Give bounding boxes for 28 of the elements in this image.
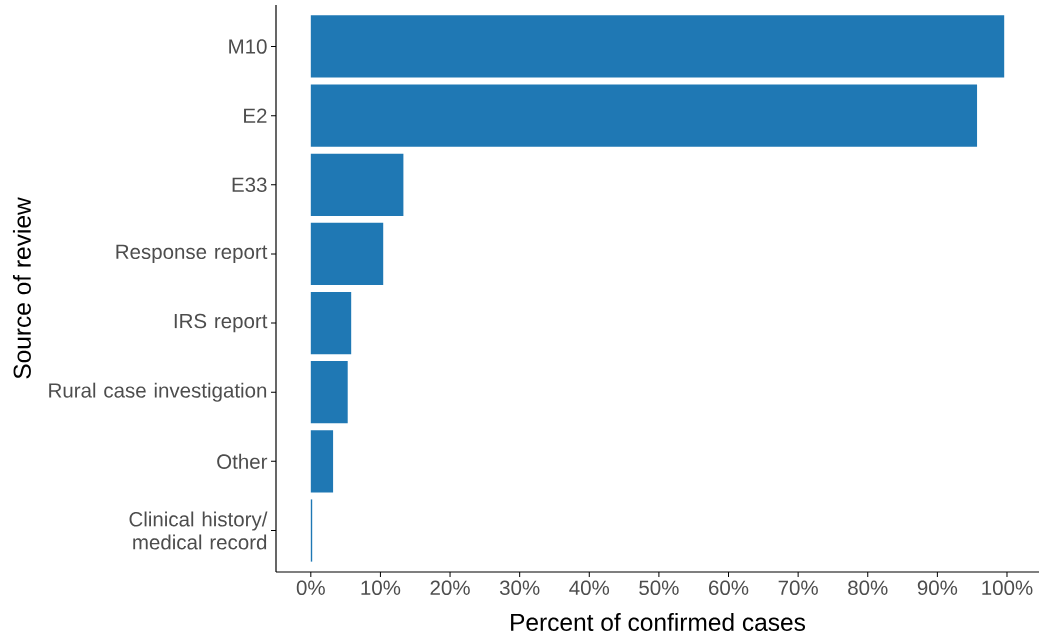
y-tick-label: M10 [229, 39, 267, 54]
x-tick-label: 0% [296, 580, 325, 596]
bar [310, 84, 978, 147]
bar [310, 153, 404, 216]
bar [310, 291, 352, 355]
y-tick-label: Rural case investigation [49, 382, 267, 402]
y-tick-label: Clinical history/ medical record [129, 511, 268, 550]
y-tick-label: Response report [116, 244, 268, 264]
x-tick-label: 100% [982, 580, 1033, 596]
x-tick-label: 50% [639, 580, 679, 596]
y-axis-title: Source of review [12, 197, 31, 379]
x-tick-label: 90% [917, 580, 958, 596]
x-tick-label: 70% [778, 580, 818, 596]
x-tick-label: 20% [430, 580, 470, 596]
x-tick-label: 10% [361, 580, 401, 596]
y-tick-label: Other [217, 453, 268, 469]
x-tick-label: 60% [709, 580, 749, 596]
bar [310, 361, 348, 424]
x-tick-label: 30% [499, 580, 540, 596]
bar [310, 15, 1005, 78]
x-axis-title: Percent of confirmed cases [511, 613, 806, 631]
y-tick-label: E33 [232, 177, 267, 193]
x-tick-label: 40% [569, 580, 610, 596]
x-tick-label: 80% [848, 580, 888, 596]
y-tick-label: IRS report [174, 313, 268, 333]
bar [310, 430, 334, 493]
bar [310, 222, 384, 286]
y-tick-label: E2 [244, 108, 267, 123]
